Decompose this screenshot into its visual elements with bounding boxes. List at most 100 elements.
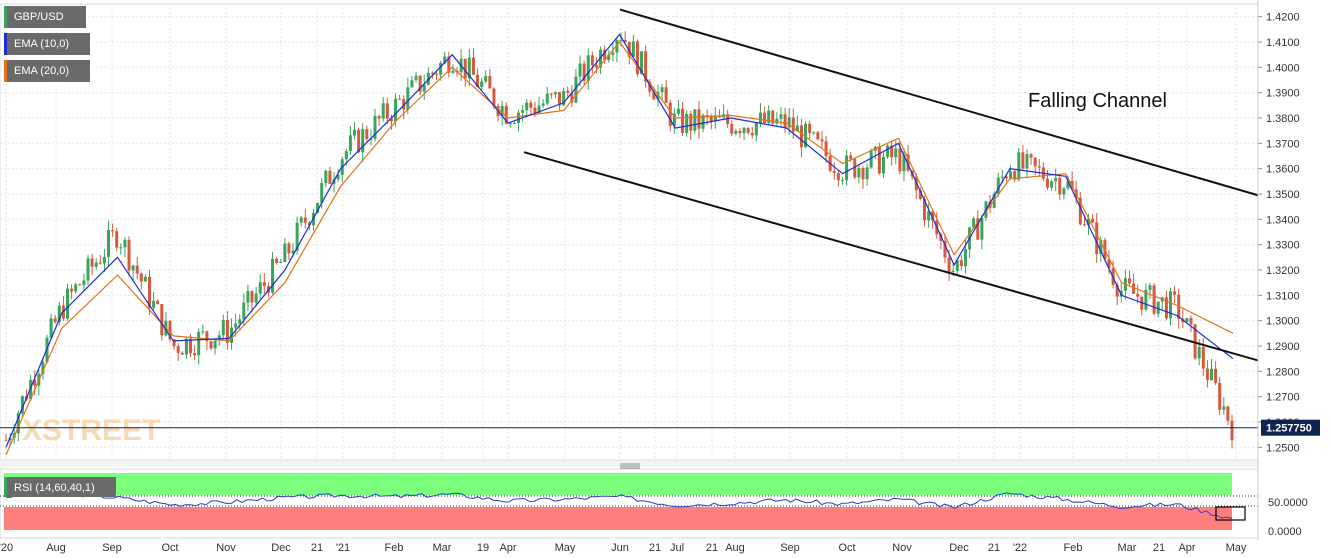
candle-body bbox=[627, 41, 631, 57]
y-tick-label: 1.3000 bbox=[1266, 316, 1300, 328]
candle-body bbox=[123, 239, 127, 248]
candle-body bbox=[66, 288, 70, 319]
candle-body bbox=[205, 331, 209, 342]
rsi-lower-band bbox=[4, 507, 1232, 530]
x-tick-label: Apr bbox=[1178, 542, 1195, 554]
candle-body bbox=[767, 110, 771, 124]
candle-body bbox=[176, 346, 180, 353]
candle-body bbox=[53, 318, 57, 323]
candle-body bbox=[553, 92, 557, 95]
candle-body bbox=[763, 112, 767, 124]
candle-body bbox=[1021, 152, 1025, 169]
x-tick-label: Feb bbox=[1064, 542, 1083, 554]
candle-body bbox=[184, 338, 188, 355]
candle-body bbox=[160, 304, 164, 336]
rsi-label-text: RSI (14,60,40,1) bbox=[14, 482, 95, 494]
candle-body bbox=[804, 123, 808, 148]
candle-body bbox=[590, 55, 594, 66]
candle-body bbox=[644, 51, 648, 82]
legend-ema20[interactable]: EMA (20,0) bbox=[4, 60, 90, 82]
candle-body bbox=[951, 270, 955, 272]
candle-body bbox=[258, 282, 262, 294]
candle-body bbox=[369, 138, 373, 140]
ema10-line bbox=[5, 33, 1234, 448]
candle-body bbox=[963, 249, 967, 267]
candle-body bbox=[1050, 181, 1054, 188]
candle-body bbox=[693, 109, 697, 131]
candle-body bbox=[545, 93, 549, 104]
candle-body bbox=[33, 379, 37, 386]
candle-body bbox=[758, 112, 762, 123]
candle-body bbox=[672, 113, 676, 126]
candle-body bbox=[517, 112, 521, 123]
candle-body bbox=[480, 81, 484, 87]
candle-body bbox=[348, 135, 352, 152]
candle-body bbox=[1218, 382, 1222, 410]
candle-body bbox=[537, 105, 541, 114]
y-tick-label: 1.3900 bbox=[1266, 88, 1300, 100]
watermark-text: XSTREET bbox=[22, 414, 160, 447]
rsi-y-tick-label: 0.0000 bbox=[1268, 526, 1302, 538]
candle-body bbox=[418, 75, 422, 92]
candle-body bbox=[1222, 406, 1226, 410]
candle-body bbox=[783, 114, 787, 128]
x-tick-label: 21 bbox=[649, 542, 661, 554]
candle-body bbox=[435, 73, 439, 75]
candle-body bbox=[168, 320, 172, 340]
candle-body bbox=[381, 103, 385, 119]
candle-body bbox=[148, 276, 152, 308]
candle-body bbox=[1086, 218, 1090, 226]
candle-body bbox=[623, 39, 627, 42]
rsi-highlight-box bbox=[1215, 506, 1246, 521]
candle-body bbox=[533, 107, 537, 114]
candle-body bbox=[1033, 157, 1037, 167]
candle-body bbox=[1168, 291, 1172, 319]
x-tick-label: May bbox=[555, 542, 576, 554]
candle-body bbox=[972, 218, 976, 228]
candle-body bbox=[578, 63, 582, 77]
candle-body bbox=[115, 231, 119, 248]
candle-body bbox=[709, 116, 713, 122]
candle-body bbox=[414, 75, 418, 81]
candle-body bbox=[562, 90, 566, 106]
candle-body bbox=[74, 284, 78, 292]
candle-body bbox=[86, 258, 90, 281]
candle-body bbox=[16, 413, 20, 434]
x-tick-label: Sep bbox=[780, 542, 800, 554]
candle-body bbox=[143, 276, 147, 282]
candle-body bbox=[746, 127, 750, 133]
candle-body bbox=[250, 291, 254, 303]
candle-body bbox=[845, 155, 849, 181]
candle-body bbox=[1185, 318, 1189, 323]
y-tick-label: 1.4100 bbox=[1266, 37, 1300, 49]
candle-body bbox=[131, 265, 135, 271]
candle-body bbox=[221, 320, 225, 336]
candle-body bbox=[254, 293, 258, 303]
candle-body bbox=[918, 190, 922, 199]
candle-body bbox=[1115, 284, 1119, 297]
candle-body bbox=[82, 280, 86, 285]
candle-body bbox=[586, 55, 590, 81]
candle-body bbox=[640, 51, 644, 75]
candle-body bbox=[750, 132, 754, 136]
candle-body bbox=[582, 63, 586, 81]
candle-body bbox=[816, 132, 820, 140]
x-tick-label: Nov bbox=[892, 542, 912, 554]
y-tick-label: 1.3300 bbox=[1266, 240, 1300, 252]
x-tick-label: Dec bbox=[949, 542, 969, 554]
candle-body bbox=[1004, 176, 1008, 179]
candle-body bbox=[443, 56, 447, 64]
candle-body bbox=[238, 319, 242, 324]
candle-body bbox=[1136, 293, 1140, 297]
candle-body bbox=[1062, 188, 1066, 195]
candle-body bbox=[594, 65, 598, 68]
y-tick-label: 1.4000 bbox=[1266, 62, 1300, 74]
legend-ema10[interactable]: EMA (10,0) bbox=[4, 33, 90, 55]
candle-body bbox=[791, 117, 795, 132]
candle-body bbox=[394, 98, 398, 122]
candle-body bbox=[291, 250, 295, 254]
candle-body bbox=[1173, 291, 1177, 295]
candle-body bbox=[299, 217, 303, 223]
candle-body bbox=[500, 105, 504, 117]
candle-body bbox=[1209, 368, 1213, 380]
